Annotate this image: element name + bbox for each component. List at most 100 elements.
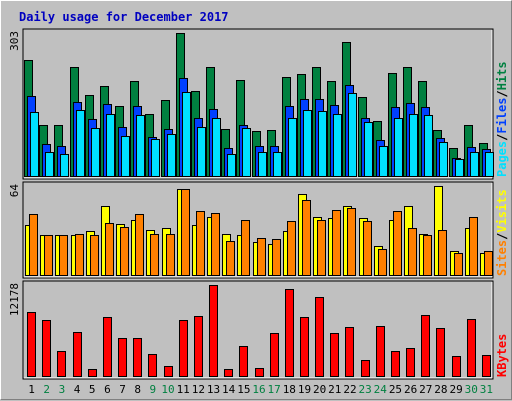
x-tick-day-2: 2 — [43, 383, 50, 396]
bar-kbytes-day-6 — [103, 317, 112, 377]
bar-pages-day-21 — [333, 114, 342, 177]
bar-sites-day-27 — [423, 235, 432, 276]
bar-kbytes-day-14 — [224, 369, 233, 377]
bar-kbytes-day-9 — [148, 354, 157, 377]
bar-kbytes-day-11 — [179, 320, 188, 377]
bar-sites-day-8 — [135, 214, 144, 276]
bar-sites-day-20 — [317, 220, 326, 276]
bar-pages-day-17 — [273, 152, 282, 177]
bar-pages-day-3 — [60, 154, 69, 177]
x-tick-day-12: 12 — [192, 383, 205, 396]
bar-kbytes-day-21 — [330, 333, 339, 377]
bar-kbytes-day-25 — [391, 351, 400, 377]
bar-sites-day-24 — [378, 249, 387, 276]
bar-pages-day-12 — [197, 127, 206, 177]
x-tick-day-4: 4 — [74, 383, 81, 396]
bar-sites-day-15 — [241, 220, 250, 276]
bar-pages-day-16 — [258, 152, 267, 177]
legend-item: Pages — [495, 141, 509, 177]
x-axis-labels: 1 2 3 4 5 6 7 8 9 10 11 12 13 14 15 16 17 18 19 20 21 22 23 24 2… — [28, 383, 493, 396]
bar-sites-day-11 — [181, 189, 190, 276]
panel-kbytes: 12178 KBytes — [8, 280, 509, 380]
y-max-label: 12178 — [8, 283, 21, 316]
x-tick-day-17: 17 — [268, 383, 281, 396]
bar-pages-day-15 — [242, 128, 251, 177]
bar-pages-day-14 — [227, 154, 236, 177]
bar-kbytes-day-10 — [164, 366, 173, 377]
bar-sites-day-16 — [257, 238, 266, 276]
x-tick-day-19: 19 — [298, 383, 311, 396]
bar-kbytes-day-27 — [421, 315, 430, 377]
bar-pages-day-28 — [439, 142, 448, 177]
x-tick-day-11: 11 — [177, 383, 190, 396]
x-tick-day-8: 8 — [134, 383, 141, 396]
bar-sites-day-9 — [150, 234, 159, 276]
bar-sites-day-5 — [90, 235, 99, 276]
x-tick-day-16: 16 — [252, 383, 265, 396]
bar-kbytes-day-3 — [57, 351, 66, 377]
bar-pages-day-26 — [409, 114, 418, 177]
bar-pages-day-31 — [485, 152, 494, 177]
x-tick-day-10: 10 — [161, 383, 174, 396]
bar-pages-day-27 — [424, 115, 433, 177]
bar-kbytes-day-23 — [361, 360, 370, 377]
bar-sites-day-12 — [196, 211, 205, 276]
bar-sites-day-10 — [166, 234, 175, 276]
x-tick-day-3: 3 — [59, 383, 66, 396]
x-tick-day-27: 27 — [419, 383, 432, 396]
bar-pages-day-9 — [151, 139, 160, 177]
bar-sites-day-3 — [59, 235, 68, 276]
x-tick-day-21: 21 — [328, 383, 341, 396]
bar-sites-day-6 — [105, 223, 114, 276]
x-tick-day-30: 30 — [465, 383, 478, 396]
bar-kbytes-day-1 — [27, 312, 36, 377]
bar-kbytes-day-15 — [239, 346, 248, 377]
panel-visits-sites: 64 Sites/Visits — [8, 181, 509, 279]
bar-kbytes-day-12 — [194, 316, 203, 377]
bar-kbytes-day-18 — [285, 289, 294, 377]
bar-pages-day-10 — [167, 134, 176, 177]
bar-sites-day-28 — [438, 230, 447, 276]
bar-pages-day-5 — [91, 128, 100, 177]
bar-pages-day-6 — [106, 114, 115, 177]
legend: KBytes — [495, 334, 509, 377]
legend-separator: / — [495, 233, 509, 240]
bar-kbytes-day-17 — [270, 333, 279, 377]
x-tick-day-31: 31 — [480, 383, 493, 396]
x-tick-day-22: 22 — [343, 383, 356, 396]
bar-sites-day-7 — [120, 227, 129, 276]
bar-pages-day-11 — [182, 92, 191, 177]
bar-sites-day-2 — [44, 235, 53, 276]
x-tick-day-5: 5 — [89, 383, 96, 396]
bar-kbytes-day-26 — [406, 348, 415, 377]
bar-pages-day-19 — [303, 110, 312, 177]
x-tick-day-20: 20 — [313, 383, 326, 396]
x-tick-day-13: 13 — [207, 383, 220, 396]
bar-sites-day-21 — [332, 210, 341, 276]
bar-sites-day-31 — [484, 251, 493, 276]
bar-pages-day-13 — [212, 118, 221, 177]
bar-sites-day-26 — [408, 228, 417, 276]
bar-pages-day-22 — [348, 93, 357, 177]
bar-sites-day-13 — [211, 213, 220, 276]
bar-sites-day-22 — [347, 208, 356, 276]
bar-pages-day-23 — [364, 122, 373, 177]
legend-item: KBytes — [495, 334, 509, 377]
legend-item: Sites — [495, 240, 509, 276]
legend: Sites/Visits — [495, 189, 509, 276]
legend-item: Hits — [495, 61, 509, 90]
bar-pages-day-2 — [45, 152, 54, 177]
bar-kbytes-day-29 — [452, 356, 461, 377]
x-tick-day-14: 14 — [222, 383, 236, 396]
bar-sites-day-1 — [29, 214, 38, 276]
bar-sites-day-25 — [393, 211, 402, 276]
bar-kbytes-day-24 — [376, 326, 385, 377]
bar-kbytes-day-20 — [315, 297, 324, 377]
bar-sites-day-23 — [363, 221, 372, 276]
bar-sites-day-18 — [287, 221, 296, 276]
bar-sites-day-4 — [75, 234, 84, 276]
bar-sites-day-17 — [272, 239, 281, 276]
bar-pages-day-29 — [455, 159, 464, 177]
